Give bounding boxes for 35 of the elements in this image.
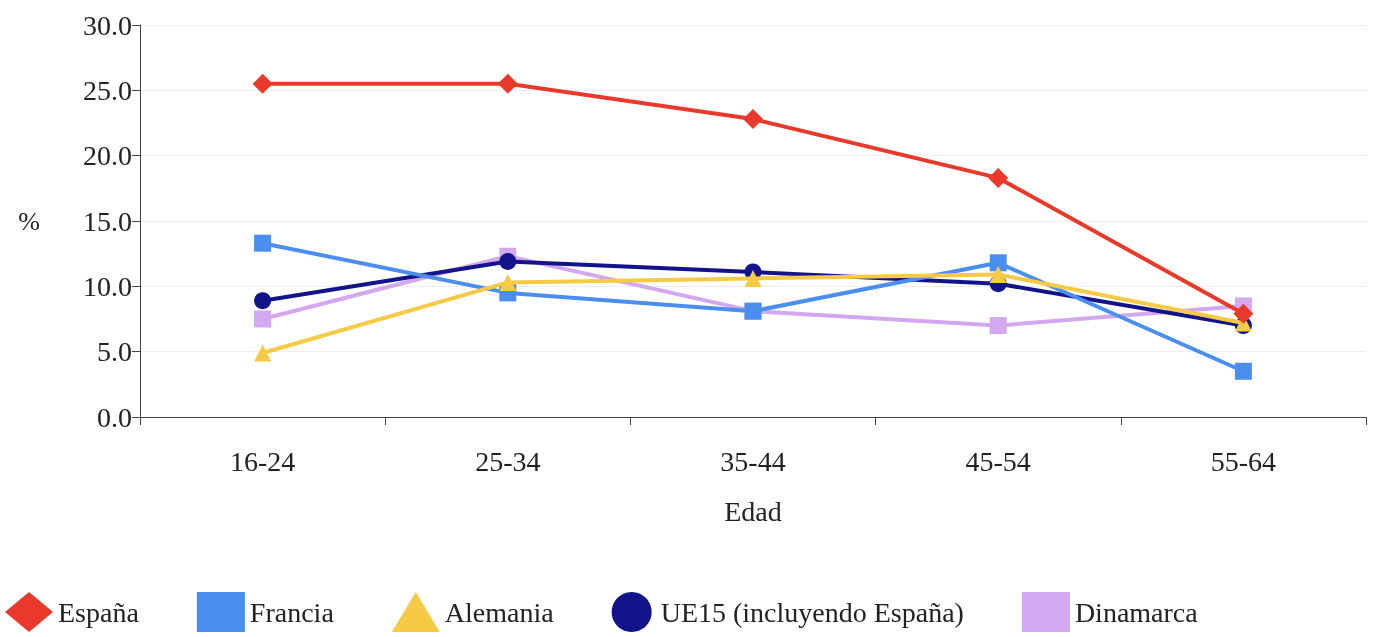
point [744,269,762,287]
point [254,234,272,252]
point [989,266,1007,284]
point [743,109,763,130]
legend-label: España [58,596,140,628]
x-axis-title: Edad [724,495,782,527]
y-tick-label: 0.0 [97,401,132,433]
point [254,344,272,362]
x-tick-label: 25-34 [475,445,541,477]
point [497,73,518,94]
legend-label: Dinamarca [1074,596,1199,628]
y-tick-label: 20.0 [83,140,132,172]
y-tick-label: 30.0 [83,9,132,41]
y-tick-label: 15.0 [83,205,132,237]
point [252,73,273,94]
point [499,253,517,270]
point [499,273,517,291]
legend-label: Francia [249,596,335,628]
x-tick-label: 35-44 [720,445,786,477]
y-tick-label: 25.0 [83,74,132,106]
point [989,254,1007,272]
y-tick-label: 5.0 [97,336,132,368]
x-tick-label: 55-64 [1210,445,1277,477]
x-tick-label: 16-24 [229,445,296,477]
point [1234,362,1252,380]
point [254,310,272,328]
point [989,317,1007,335]
point [1233,303,1254,324]
x-tick-label: 45-54 [965,445,1031,477]
y-tick-label: 10.0 [83,270,132,302]
point [988,167,1009,188]
y-axis-title: % [18,206,40,236]
legend-label: UE15 (incluyendo España) [660,596,964,628]
legend-label: Alemania [444,596,555,628]
point [254,292,272,310]
